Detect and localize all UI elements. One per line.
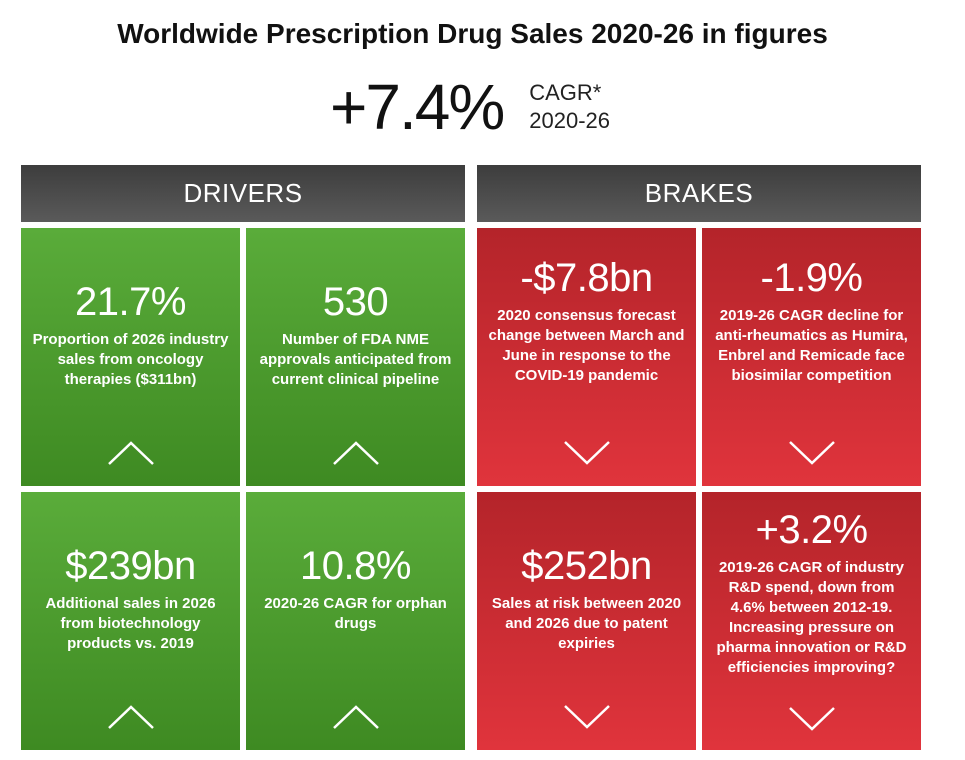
brake-tile-anti-rheumatics: -1.9% 2019-26 CAGR decline for anti-rheu…: [702, 228, 921, 486]
chevron-down-icon: [563, 440, 611, 466]
tile-description: Additional sales in 2026 from biotechnol…: [45, 595, 216, 652]
tile-value: $239bn: [65, 544, 196, 588]
cagr-value: +7.4%: [330, 71, 505, 143]
driver-tile-oncology: 21.7% Proportion of 2026 industry sales …: [21, 228, 240, 486]
tile-description: 2019-26 CAGR of industry R&D spend, down…: [716, 559, 907, 676]
tile-description: Proportion of 2026 industry sales from o…: [32, 331, 229, 388]
chevron-down-icon: [788, 706, 836, 732]
chevron-up-icon: [332, 440, 380, 466]
cagr-label: CAGR* 2020-26: [529, 79, 610, 135]
tile-value: +3.2%: [755, 508, 868, 552]
brake-tile-patent-expiries: $252bn Sales at risk between 2020 and 20…: [477, 492, 696, 750]
cagr-summary: +7.4% CAGR* 2020-26: [330, 71, 610, 143]
page-title: Worldwide Prescription Drug Sales 2020-2…: [117, 18, 828, 49]
brake-tile-covid-forecast: -$7.8bn 2020 consensus forecast change b…: [477, 228, 696, 486]
cagr-label-line1: CAGR*: [529, 80, 602, 105]
tile-description: 2020 consensus forecast change between M…: [488, 307, 685, 384]
chevron-down-icon: [788, 440, 836, 466]
chevron-up-icon: [107, 440, 155, 466]
drivers-header: DRIVERS: [21, 165, 465, 222]
tile-description: Sales at risk between 2020 and 2026 due …: [491, 595, 682, 652]
driver-tile-orphan-drugs: 10.8% 2020-26 CAGR for orphan drugs: [246, 492, 465, 750]
tile-description: Number of FDA NME approvals anticipated …: [259, 331, 452, 388]
brakes-header: BRAKES: [477, 165, 921, 222]
tile-description: 2019-26 CAGR decline for anti-rheumatics…: [715, 307, 908, 384]
cagr-label-line2: 2020-26: [529, 108, 610, 133]
driver-tile-fda-approvals: 530 Number of FDA NME approvals anticipa…: [246, 228, 465, 486]
chevron-up-icon: [107, 704, 155, 730]
brake-tile-rd-spend: +3.2% 2019-26 CAGR of industry R&D spend…: [702, 492, 921, 750]
chevron-up-icon: [332, 704, 380, 730]
tile-value: 21.7%: [75, 280, 186, 324]
tile-value: $252bn: [521, 544, 652, 588]
tile-description: 2020-26 CAGR for orphan drugs: [264, 595, 447, 632]
chevron-down-icon: [563, 704, 611, 730]
tile-value: -$7.8bn: [520, 256, 653, 300]
tile-value: -1.9%: [760, 256, 864, 300]
driver-tile-biotech: $239bn Additional sales in 2026 from bio…: [21, 492, 240, 750]
tile-value: 530: [322, 280, 389, 324]
tile-value: 10.8%: [300, 544, 411, 588]
